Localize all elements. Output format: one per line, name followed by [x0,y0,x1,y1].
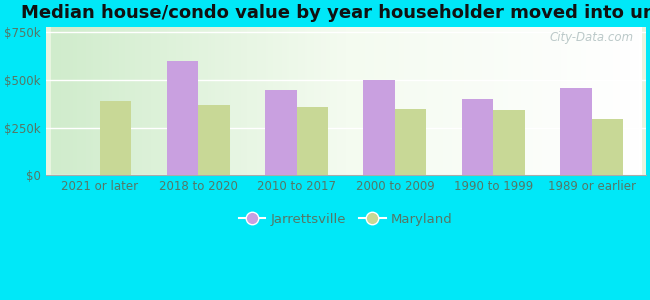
Bar [592,119,623,176]
Bar [395,109,426,176]
Title: Median house/condo value by year householder moved into unit: Median house/condo value by year househo… [21,4,650,22]
Bar [462,99,493,176]
Bar [296,107,328,176]
Bar [493,110,525,176]
Bar [265,89,296,176]
Text: City-Data.com: City-Data.com [550,31,634,44]
Bar [363,80,395,176]
Bar [560,88,592,176]
Bar [198,105,229,176]
Bar [166,61,198,176]
Legend: Jarrettsville, Maryland: Jarrettsville, Maryland [233,208,458,231]
Bar [99,101,131,176]
